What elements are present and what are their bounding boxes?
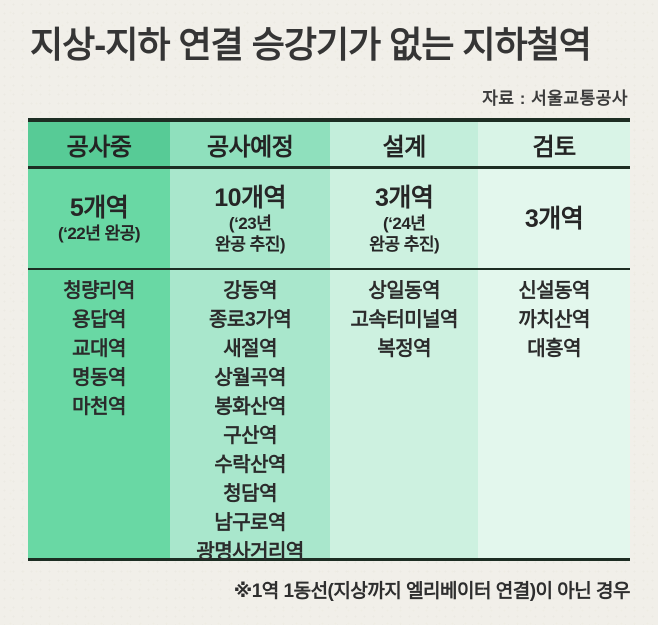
station-name: 청담역 (223, 483, 277, 505)
station-name: 대흥역 (527, 338, 581, 360)
column-header: 검토 (478, 122, 630, 169)
stage-table-columns: 공사중 5개역 (‘22년 완공) 청량리역 용답역 교대역 명동역 마천역 공사예정 10개역(… (28, 118, 630, 563)
count-note-line: 완공 추진) (215, 234, 286, 254)
column-count-cell: 5개역 (‘22년 완공) (28, 169, 171, 270)
column-header: 설계 (330, 122, 479, 169)
column-count-cell: 10개역 (‘23년 완공 추진) (170, 169, 331, 270)
station-name: 상일동역 (368, 280, 441, 302)
count-note-line: (‘24년 (383, 213, 426, 233)
count-note-line: 완공 추진) (369, 234, 440, 254)
stage-column-2: 설계 3개역 (‘24년 완공 추진) 상일동역 고속터미널역 복정역 (330, 122, 479, 558)
count-note-line: (‘23년 (228, 213, 272, 233)
station-name: 신설동역 (518, 280, 590, 302)
station-name: 까치산역 (518, 309, 590, 331)
column-header: 공사예정 (170, 122, 331, 169)
station-name: 청량리역 (63, 280, 135, 302)
column-count-cell: 3개역 (‘24년 완공 추진) (330, 169, 479, 270)
station-name: 용답역 (72, 309, 126, 331)
count-note-line: (‘22년 완공) (57, 224, 141, 243)
station-name: 강동역 (223, 280, 277, 302)
station-count: 10개역 (214, 183, 287, 212)
source-label: 자료 : 서울교통공사 (482, 89, 628, 108)
station-name: 복정역 (377, 338, 432, 360)
station-name: 새절역 (223, 338, 277, 360)
column-count-cell: 3개역 (478, 169, 630, 270)
station-name: 구산역 (223, 425, 277, 447)
station-name: 상월곡역 (214, 367, 286, 389)
footnote: ※1역 1동선(지상까지 엘리베이터 연결)이 아닌 경우 (233, 581, 631, 602)
station-name: 교대역 (72, 338, 126, 360)
station-name: 종로3가역 (209, 309, 292, 331)
station-name: 수락산역 (214, 454, 286, 476)
stage-column-1: 공사예정 10개역 (‘23년 완공 추진) 강동역 종로3가역 새절역 상월곡역 봉화산역 구산… (170, 122, 331, 563)
station-count: 3개역 (375, 183, 434, 212)
station-name: 명동역 (72, 367, 126, 389)
station-count: 3개역 (524, 204, 584, 233)
station-count: 5개역 (69, 194, 129, 222)
station-name: 고속터미널역 (350, 309, 459, 331)
station-name: 봉화산역 (214, 396, 286, 418)
station-name: 광명사거리역 (196, 541, 304, 563)
station-name: 남구로역 (214, 512, 286, 534)
page-title: 지상-지하 연결 승강기가 없는 지하철역 (30, 24, 592, 65)
column-header: 공사중 (28, 122, 171, 169)
station-name: 마천역 (72, 396, 126, 418)
